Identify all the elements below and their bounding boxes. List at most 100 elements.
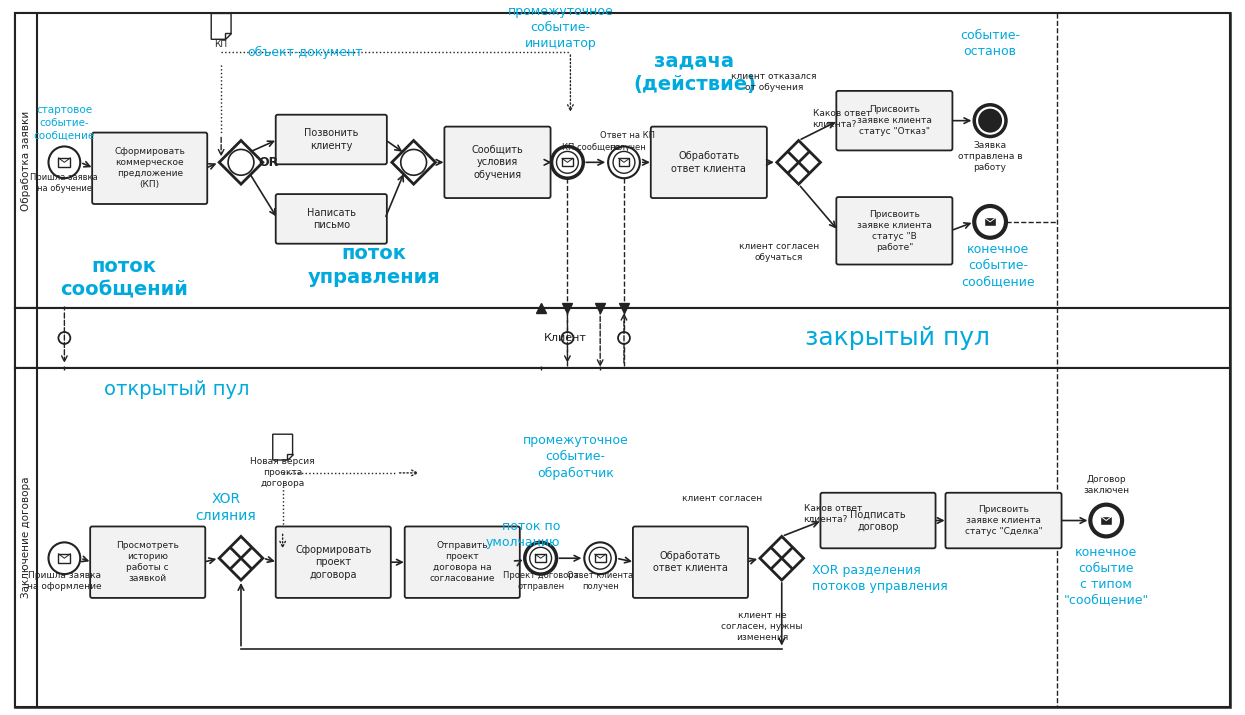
Text: КП сообщено: КП сообщено: [563, 143, 621, 152]
Circle shape: [49, 147, 80, 178]
Text: Договор
заключен: Договор заключен: [1083, 475, 1129, 495]
Polygon shape: [225, 34, 232, 39]
Text: XOR разделения
потоков управления: XOR разделения потоков управления: [812, 563, 947, 593]
Text: поток по
умолчанию: поток по умолчанию: [486, 520, 560, 549]
FancyBboxPatch shape: [275, 526, 391, 598]
Text: открытый пул: открытый пул: [105, 380, 249, 399]
Text: клиент согласен
обучаться: клиент согласен обучаться: [738, 242, 819, 262]
FancyBboxPatch shape: [405, 526, 520, 598]
Text: Каков ответ
клиента?: Каков ответ клиента?: [803, 503, 862, 523]
FancyBboxPatch shape: [444, 127, 550, 198]
Circle shape: [980, 109, 1001, 132]
Circle shape: [552, 147, 584, 178]
Bar: [619, 158, 630, 167]
Text: поток
управления: поток управления: [308, 245, 441, 287]
Polygon shape: [286, 454, 293, 460]
FancyBboxPatch shape: [92, 132, 207, 204]
Polygon shape: [777, 141, 820, 184]
FancyBboxPatch shape: [275, 114, 387, 164]
Polygon shape: [759, 536, 803, 580]
Text: Обработка заявки: Обработка заявки: [21, 111, 31, 211]
Text: промежуточное
событие-
обработчик: промежуточное событие- обработчик: [523, 435, 629, 480]
Bar: [15, 14, 1230, 308]
Bar: [15, 14, 36, 308]
Polygon shape: [219, 536, 263, 580]
Circle shape: [589, 547, 611, 569]
Circle shape: [524, 543, 557, 574]
Text: Обработать
ответ клиента: Обработать ответ клиента: [671, 151, 746, 174]
Text: Ответ на КП
получен: Ответ на КП получен: [600, 132, 655, 152]
FancyBboxPatch shape: [90, 526, 205, 598]
Text: Сообщить
условия
обучения: Сообщить условия обучения: [472, 145, 523, 179]
Polygon shape: [273, 434, 293, 460]
Text: OR: OR: [259, 156, 279, 169]
Text: конечное
событие
с типом
"сообщение": конечное событие с типом "сообщение": [1063, 546, 1149, 606]
Circle shape: [59, 332, 70, 344]
FancyBboxPatch shape: [945, 493, 1062, 548]
Text: Присвоить
заявке клиента
статус "Отказ": Присвоить заявке клиента статус "Отказ": [857, 105, 931, 137]
Bar: [15, 368, 36, 707]
Text: Клиент: Клиент: [544, 333, 586, 343]
Text: XOR
слияния: XOR слияния: [195, 492, 256, 523]
Text: стартовое
событие-
сообщение: стартовое событие- сообщение: [34, 105, 95, 140]
Text: Сформировать
коммерческое
предложение
(КП): Сформировать коммерческое предложение (К…: [115, 147, 186, 189]
Circle shape: [401, 149, 427, 175]
Bar: [535, 554, 547, 562]
Text: поток
сообщений: поток сообщений: [60, 257, 188, 300]
Bar: [595, 554, 605, 562]
Bar: [15, 308, 36, 368]
Text: Подписать
договор: Подписать договор: [850, 509, 906, 532]
Text: Пришла заявка
на оформление: Пришла заявка на оформление: [27, 571, 102, 591]
Polygon shape: [212, 14, 232, 39]
Text: промежуточное
событие-
инициатор: промежуточное событие- инициатор: [508, 5, 614, 50]
FancyBboxPatch shape: [837, 197, 952, 265]
Text: КП: КП: [214, 40, 228, 49]
Circle shape: [608, 147, 640, 178]
Bar: [59, 158, 70, 167]
Circle shape: [975, 105, 1006, 137]
Text: конечное
событие-
сообщение: конечное событие- сообщение: [961, 243, 1035, 288]
Text: Ответ клиента
получен: Ответ клиента получен: [568, 571, 634, 591]
Bar: [1101, 516, 1112, 525]
FancyBboxPatch shape: [275, 194, 387, 244]
Circle shape: [975, 206, 1006, 238]
FancyBboxPatch shape: [651, 127, 767, 198]
Circle shape: [584, 543, 616, 574]
Text: Обработать
ответ клиента: Обработать ответ клиента: [654, 551, 728, 573]
Circle shape: [529, 547, 552, 569]
Text: клиент не
согласен, нужны
изменения: клиент не согласен, нужны изменения: [721, 611, 803, 642]
Text: закрытый пул: закрытый пул: [806, 326, 990, 350]
Text: событие-
останов: событие- останов: [960, 29, 1020, 58]
Circle shape: [1091, 505, 1122, 536]
FancyBboxPatch shape: [837, 91, 952, 150]
FancyBboxPatch shape: [632, 526, 748, 598]
Text: Присвоить
заявке клиента
статус "В
работе": Присвоить заявке клиента статус "В работ…: [857, 209, 931, 252]
Circle shape: [613, 152, 635, 173]
Text: Позвонить
клиенту: Позвонить клиенту: [304, 128, 359, 151]
Circle shape: [557, 152, 579, 173]
Text: Заявка
отправлена в
работу: Заявка отправлена в работу: [957, 141, 1022, 172]
Text: клиент согласен: клиент согласен: [682, 494, 762, 503]
Text: клиент отказался
от обучения: клиент отказался от обучения: [731, 72, 817, 92]
Text: Заключение договора: Заключение договора: [21, 477, 31, 598]
Text: Пришла заявка
на обучение: Пришла заявка на обучение: [30, 173, 98, 193]
Circle shape: [49, 543, 80, 574]
Text: Отправить
проект
договора на
согласование: Отправить проект договора на согласовани…: [430, 541, 496, 583]
Text: задача
(действие): задача (действие): [632, 51, 756, 94]
Circle shape: [228, 149, 254, 175]
Text: Новая версия
проекта
договора: Новая версия проекта договора: [250, 458, 315, 488]
Bar: [561, 158, 573, 167]
Bar: [15, 308, 1230, 368]
Text: Проект договора
отправлен: Проект договора отправлен: [503, 571, 579, 591]
Text: Каков ответ
клиента?: Каков ответ клиента?: [813, 109, 871, 129]
FancyBboxPatch shape: [820, 493, 935, 548]
Circle shape: [561, 332, 574, 344]
Bar: [59, 553, 70, 563]
Polygon shape: [392, 141, 436, 184]
Text: объект-документ: объект-документ: [247, 46, 362, 59]
Text: Написать
письмо: Написать письмо: [306, 207, 356, 230]
Text: Присвоить
заявке клиента
статус "Сделка": Присвоить заявке клиента статус "Сделка": [965, 505, 1042, 536]
Bar: [984, 217, 996, 227]
Bar: [15, 368, 1230, 707]
Text: Просмотреть
историю
работы с
заявкой: Просмотреть историю работы с заявкой: [116, 541, 179, 583]
